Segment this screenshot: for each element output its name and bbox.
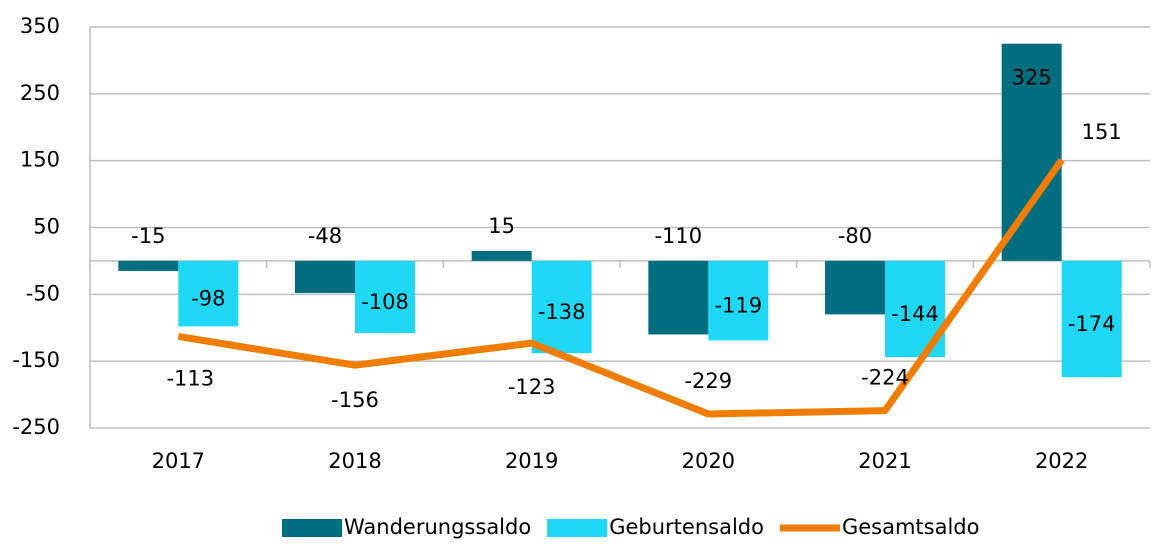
data-label: -110 [654, 224, 702, 248]
line [177, 157, 1065, 418]
data-label: -224 [861, 366, 909, 390]
bar [648, 260, 709, 335]
data-label: -80 [838, 224, 872, 248]
data-label: -108 [361, 290, 409, 314]
data-label: -229 [684, 369, 732, 393]
y-tick-label: -50 [26, 281, 60, 305]
bar [471, 250, 532, 261]
legend-label: Wanderungssaldo [344, 515, 531, 539]
data-label: -98 [191, 287, 225, 311]
y-tick-label: 250 [20, 81, 60, 105]
data-label: -156 [331, 388, 379, 412]
bar [1001, 43, 1062, 261]
bar [1061, 260, 1122, 378]
data-label: -144 [891, 302, 939, 326]
x-tick-label: 2020 [682, 449, 735, 473]
bar [825, 260, 885, 315]
data-label: 325 [1012, 66, 1052, 90]
y-tick-label: -250 [12, 415, 60, 439]
data-label: -174 [1068, 312, 1116, 336]
x-tick-label: 2019 [505, 449, 558, 473]
data-label: -123 [508, 375, 556, 399]
x-tick-label: 2021 [858, 449, 911, 473]
data-label: -119 [714, 294, 762, 318]
data-label: -138 [538, 300, 586, 324]
data-label: 151 [1082, 120, 1122, 144]
x-tick-label: 2022 [1035, 449, 1088, 473]
data-label: -113 [166, 366, 214, 390]
bar [355, 260, 415, 334]
y-tick-label: 50 [33, 215, 60, 239]
legend-swatch [547, 519, 608, 537]
data-label: -48 [308, 224, 342, 248]
y-tick-label: -150 [12, 348, 60, 372]
bar [295, 260, 355, 293]
legend-swatch [282, 519, 342, 537]
bar [178, 260, 239, 327]
bar [531, 260, 592, 354]
data-label: 15 [488, 214, 515, 238]
y-tick-label: 350 [20, 14, 60, 38]
x-tick-label: 2017 [152, 449, 205, 473]
legend-label: Geburtensaldo [609, 515, 764, 539]
x-tick-label: 2018 [328, 449, 381, 473]
bar [708, 260, 769, 341]
y-tick-label: 150 [20, 148, 60, 172]
legend-label: Gesamtsaldo [842, 515, 980, 539]
data-label: -15 [131, 224, 165, 248]
bar [118, 260, 179, 271]
